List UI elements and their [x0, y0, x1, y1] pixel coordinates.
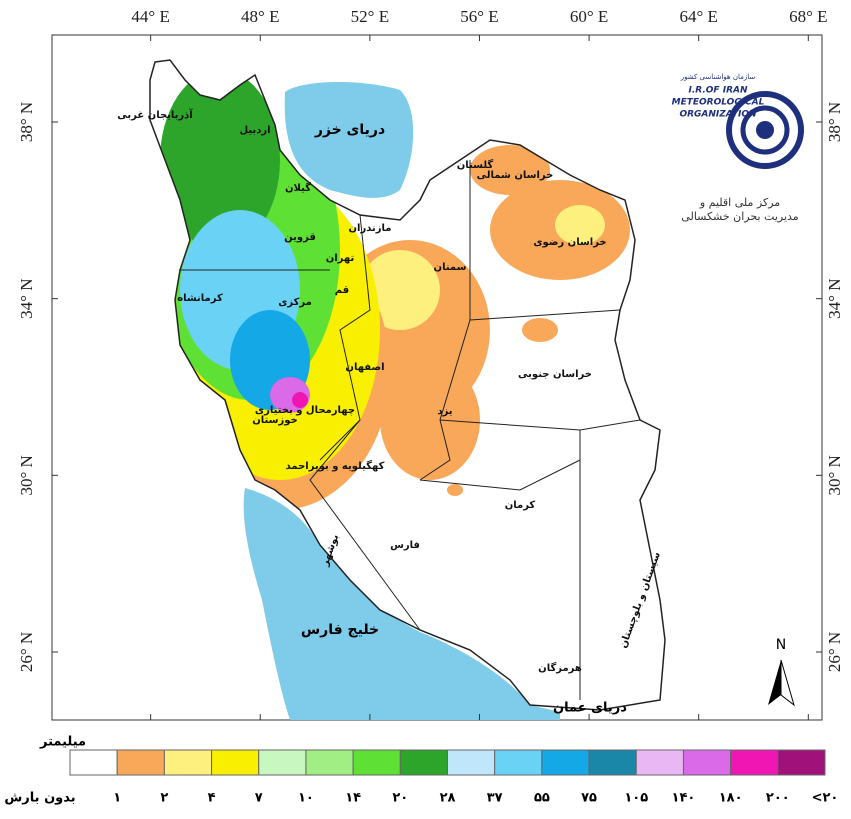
- province-label: قزوین: [284, 232, 316, 243]
- lon-label: 64° E: [679, 7, 717, 26]
- lat-label: 34° N: [17, 279, 36, 319]
- legend-label: ۱: [113, 791, 121, 806]
- legend-swatch: [258, 749, 307, 776]
- legend-swatch: [777, 749, 826, 776]
- legend-label: ۷۵: [581, 791, 597, 806]
- lon-label: 48° E: [241, 7, 279, 26]
- logo-text: ORGANIZATION: [679, 110, 757, 120]
- legend-label: ۲۸: [440, 791, 456, 806]
- legend-swatch: [635, 749, 684, 776]
- legend-swatch: [494, 749, 543, 776]
- logo-text: سازمان هواشناسی کشور: [680, 73, 756, 81]
- legend-label: ۲۰۰: [766, 791, 790, 806]
- lon-label: 56° E: [460, 7, 498, 26]
- legend-label: ۲۰: [392, 791, 408, 806]
- province-label: مازندران: [349, 223, 392, 234]
- sea-label: دریای عمان: [553, 701, 627, 716]
- legend-swatch: [352, 749, 401, 776]
- logo-text: I.R.OF IRAN: [689, 86, 748, 96]
- province-label: خراسان رضوی: [533, 237, 606, 248]
- lat-label: 26° N: [17, 632, 36, 672]
- legend-label: ۱۰: [298, 791, 314, 806]
- logo-text: مدیریت بحران خشکسالی: [681, 210, 798, 223]
- legend-label: ۴: [208, 791, 216, 806]
- province-label: کرمان: [505, 500, 536, 511]
- lat-label: 34° N: [825, 279, 844, 319]
- province-label: یزد: [437, 406, 452, 417]
- gulf: [243, 488, 560, 720]
- legend-swatch: [305, 749, 354, 776]
- legend-label: ۷: [255, 791, 263, 806]
- lat-label: 38° N: [17, 102, 36, 142]
- legend-unit: میلیمتر: [39, 735, 86, 750]
- province-borders: [180, 160, 641, 700]
- legend-swatch: [447, 749, 496, 776]
- north-arrow: [780, 659, 795, 707]
- legend-swatch: [399, 749, 448, 776]
- logo-text: METEOROLOGICAL: [672, 98, 765, 108]
- lon-label: 68° E: [789, 7, 827, 26]
- legend-label: ۱۸۰: [719, 791, 743, 806]
- legend-swatch: [211, 749, 260, 776]
- province-label: خوزستان: [252, 415, 297, 426]
- lat-label: 30° N: [825, 455, 844, 495]
- province-label: کرمانشاه: [177, 293, 223, 304]
- province-label: اردبیل: [239, 125, 270, 136]
- sea-label: خلیج فارس: [301, 622, 379, 638]
- legend-label: ۱۴: [345, 791, 361, 806]
- legend-swatch: [163, 749, 213, 776]
- legend-label: <۲۰: [812, 791, 839, 806]
- lon-label: 44° E: [131, 7, 169, 26]
- province-label: کهگیلویه و بویراحمد: [286, 459, 385, 472]
- province-label: مرکزی: [278, 297, 312, 308]
- legend-label: ۳۷: [487, 791, 503, 806]
- province-label: قم: [335, 285, 349, 296]
- lon-label: 52° E: [351, 7, 389, 26]
- province-label: چهارمحال و بختیاری: [255, 405, 355, 416]
- province-label: فارس: [390, 540, 420, 551]
- logo: سازمان هواشناسی کشور I.R.OF IRAN METEOROLO…: [672, 73, 804, 223]
- province-label: خراسان جنوبی: [518, 369, 592, 380]
- legend-label: بدون بارش: [4, 791, 75, 806]
- province-label: خراسان شمالی: [477, 170, 554, 181]
- legend-label: ۲: [160, 791, 168, 806]
- province-label: آذربایجان غربی: [117, 108, 193, 121]
- north-label: N: [776, 637, 786, 653]
- legend-swatch: [588, 749, 637, 776]
- legend-swatch: [682, 749, 732, 776]
- legend-swatch: [116, 749, 165, 776]
- legend-swatch: [69, 749, 118, 776]
- legend-swatch: [730, 749, 779, 776]
- lat-label: 30° N: [17, 455, 36, 495]
- province-label: سمنان: [434, 262, 467, 273]
- province-label: گیلان: [285, 181, 311, 194]
- lon-label: 60° E: [570, 7, 608, 26]
- legend-label: ۱۰۵: [624, 791, 648, 806]
- north-arrow: [768, 660, 781, 705]
- caspian-sea: [284, 81, 414, 198]
- lat-label: 38° N: [825, 102, 844, 142]
- province-label: گلستان: [457, 158, 494, 171]
- legend-swatch: [541, 749, 590, 776]
- logo-text: مرکز ملی اقلیم و: [699, 196, 780, 209]
- legend-label: ۱۴۰: [672, 791, 696, 806]
- lat-label: 26° N: [825, 632, 844, 672]
- province-label: تهران: [326, 253, 355, 264]
- legend-label: ۵۵: [534, 791, 550, 806]
- province-label: هرمزگان: [538, 661, 582, 674]
- sea-label: دریای خزر: [314, 122, 385, 138]
- province-label: اصفهان: [345, 362, 384, 373]
